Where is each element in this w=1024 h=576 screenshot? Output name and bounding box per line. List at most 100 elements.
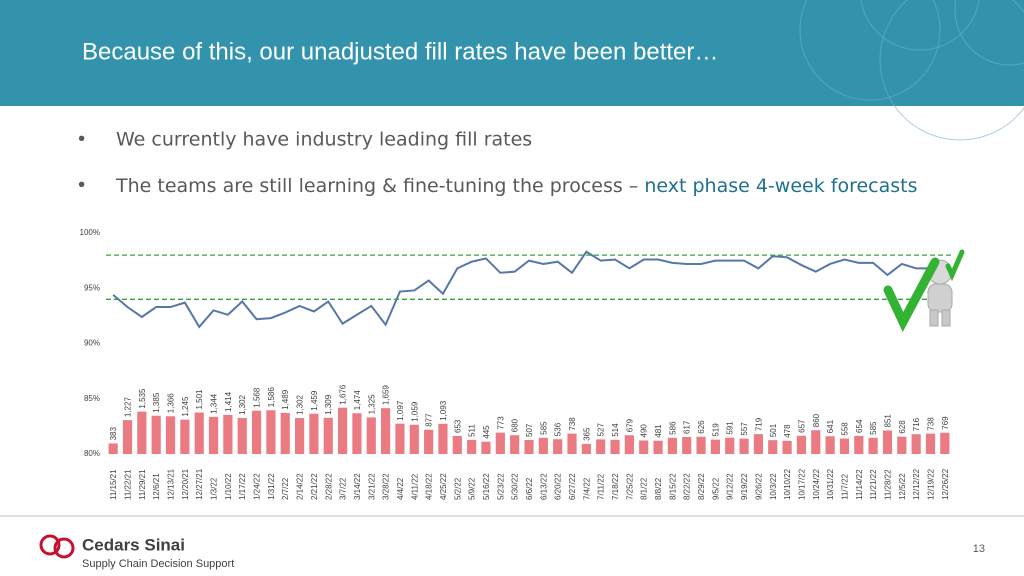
value-label: 716 — [912, 417, 921, 431]
value-label: 1,414 — [224, 391, 233, 412]
x-tick-label: 11/21/22 — [869, 469, 878, 500]
value-label: 1,245 — [181, 396, 190, 417]
x-tick-label: 8/29/22 — [697, 473, 706, 500]
bar — [639, 440, 649, 454]
value-label: 1,489 — [281, 389, 290, 410]
bar — [165, 416, 176, 454]
x-tick-label: 5/9/22 — [468, 477, 477, 500]
x-tick-label: 3/14/22 — [353, 473, 362, 500]
value-label: 1,568 — [253, 387, 262, 408]
value-label: 1,535 — [138, 388, 147, 409]
bar — [882, 430, 893, 454]
bullet-marker: • — [76, 129, 87, 151]
bar — [366, 417, 376, 454]
x-tick-label: 8/8/22 — [654, 477, 663, 500]
bar — [653, 440, 663, 454]
x-tick-label: 7/4/22 — [582, 477, 591, 500]
bullet-highlight: next phase 4-week forecasts — [644, 175, 917, 197]
value-label: 1,093 — [439, 400, 448, 421]
logo-text: Cedars Sinai — [82, 535, 185, 554]
bar — [725, 437, 735, 454]
value-label: 738 — [568, 417, 577, 431]
x-tick-label: 8/22/22 — [683, 473, 692, 500]
x-tick-label: 5/30/22 — [511, 473, 520, 500]
value-label: 558 — [840, 422, 849, 436]
bar — [567, 433, 577, 454]
bar — [510, 435, 520, 454]
value-label: 860 — [812, 413, 821, 427]
x-tick-label: 12/27/21 — [195, 468, 204, 500]
x-tick-label: 9/19/22 — [740, 473, 749, 500]
bar — [481, 441, 491, 454]
value-label: 877 — [425, 413, 434, 427]
x-tick-label: 10/31/22 — [826, 468, 835, 500]
header-decoration — [799, 0, 1024, 141]
y-tick-label: 80% — [84, 449, 100, 458]
department: Supply Chain Decision Support — [82, 558, 234, 570]
value-label: 1,385 — [152, 392, 161, 413]
x-tick-label: 1/3/22 — [210, 477, 219, 500]
chart: 80% 85% 90% 95% 100% 11/15/21 11/22/21 11/29/21… — [80, 228, 952, 500]
bar — [180, 419, 190, 454]
value-label: 481 — [654, 424, 663, 438]
bar — [868, 437, 878, 454]
bar — [122, 420, 133, 454]
value-label: 738 — [926, 417, 935, 431]
bar — [940, 432, 950, 454]
bullet: We currently have industry leading fill … — [116, 129, 532, 151]
value-label: 383 — [109, 427, 118, 441]
slide-title: Because of this, our unadjusted fill rat… — [82, 38, 718, 65]
x-tick-label: 9/12/22 — [726, 473, 735, 500]
x-tick-label: 10/24/22 — [812, 468, 821, 500]
x-tick-label: 12/13/21 — [167, 468, 176, 500]
x-tick-label: 11/15/21 — [109, 469, 118, 500]
value-label: 1,325 — [367, 394, 376, 415]
x-tick-label: 8/1/22 — [640, 477, 649, 500]
value-label: 617 — [683, 420, 692, 434]
bar — [137, 411, 147, 454]
value-label: 769 — [941, 416, 950, 430]
x-tick-label: 12/12/22 — [912, 468, 921, 500]
logo-mark — [39, 534, 75, 559]
value-label: 628 — [898, 420, 907, 434]
x-tick-label: 11/22/21 — [124, 469, 133, 500]
x-tick-label: 2/21/22 — [310, 473, 319, 500]
bar — [251, 410, 262, 454]
bar — [338, 407, 348, 454]
value-label: 591 — [726, 421, 735, 435]
bar — [524, 439, 534, 454]
x-tick-label: 11/29/21 — [138, 469, 147, 500]
bar — [911, 434, 921, 454]
x-tick-label: 9/26/22 — [754, 473, 763, 500]
value-label: 653 — [453, 419, 462, 433]
bar — [438, 423, 448, 454]
value-label: 1,366 — [167, 393, 176, 414]
bar — [696, 436, 706, 454]
value-label: 680 — [511, 418, 520, 432]
bar — [782, 440, 792, 454]
value-label: 557 — [740, 422, 749, 436]
value-label: 585 — [869, 421, 878, 435]
value-label: 1,459 — [310, 390, 319, 411]
bar — [825, 436, 835, 454]
value-label: 514 — [611, 423, 620, 437]
bar — [897, 436, 907, 454]
bar — [409, 424, 419, 454]
value-label: 527 — [597, 423, 606, 437]
bar — [667, 437, 677, 454]
bar — [323, 417, 333, 454]
line — [112, 250, 946, 329]
x-tick-label: 7/18/22 — [611, 473, 620, 500]
bullet-marker: • — [76, 175, 87, 197]
x-tick-label: 4/4/22 — [396, 477, 405, 500]
x-tick-label: 10/10/22 — [783, 468, 792, 500]
x-tick-label: 1/10/22 — [224, 473, 233, 500]
x-tick-label: 12/20/21 — [181, 468, 190, 500]
x-tick-label: 12/26/22 — [941, 468, 950, 500]
value-label: 511 — [468, 424, 477, 437]
x-tick-label: 5/23/22 — [496, 473, 505, 500]
value-label: 1,309 — [324, 394, 333, 415]
y-tick-label: 100% — [80, 228, 100, 237]
bar — [596, 439, 606, 454]
